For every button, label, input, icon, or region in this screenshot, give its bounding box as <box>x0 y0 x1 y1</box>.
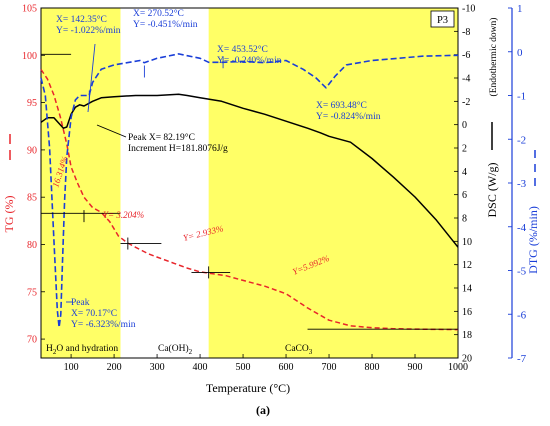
dsc-tick-label: -10 <box>462 4 475 15</box>
dsc-axis-note: (Endothermic down) <box>488 18 499 97</box>
dsc-tick-label: -6 <box>462 50 470 61</box>
annotation-dtg-142: X= 142.35°C Y= -1.022%/min <box>56 14 121 36</box>
dsc-tick-label: 6 <box>462 190 467 201</box>
region-band-1 <box>120 8 209 358</box>
dsc-tick-label: -8 <box>462 27 470 38</box>
region-label-caoh2: Ca(OH)2 <box>158 343 193 356</box>
x-tick-label: 800 <box>365 362 380 373</box>
dsc-tick-label: 4 <box>462 167 467 178</box>
x-tick-label: 200 <box>107 362 122 373</box>
dsc-tick-label: 10 <box>462 237 472 248</box>
x-axis-title: Temperature (°C) <box>206 381 290 395</box>
dsc-tick-label: 8 <box>462 214 467 225</box>
x-axis: 100 200 300 400 500 600 700 800 900 1000 <box>64 354 468 373</box>
dsc-tick-label: 18 <box>462 330 472 341</box>
step-markers <box>41 53 458 330</box>
dsc-axis: -10 -8 -6 -4 -2 0 2 4 6 8 10 12 14 16 18 20 <box>454 4 475 365</box>
dsc-tick-label: 2 <box>462 144 467 155</box>
dsc-axis-title: DSC (W/g) <box>485 163 499 218</box>
x-tick-label: 600 <box>279 362 294 373</box>
series-tg-line <box>40 69 459 331</box>
series-dsc-line <box>40 93 459 248</box>
figure-caption: (a) <box>256 403 270 417</box>
series-dtg-line <box>40 53 459 329</box>
annotation-dtg-693: X= 693.48°C Y= -0.824%/min <box>316 100 381 122</box>
tg-tick-label: 90 <box>27 145 37 156</box>
tg-tick-label: 85 <box>27 193 37 204</box>
dtg-tick-label: -6 <box>517 309 527 321</box>
tg-tick-label: 80 <box>27 240 37 251</box>
data-series <box>40 53 459 331</box>
region-band-2 <box>208 8 458 358</box>
x-tick-label: 300 <box>150 362 165 373</box>
leader-142 <box>87 43 96 113</box>
dtg-tick-label: -3 <box>517 178 527 190</box>
plot-frame <box>40 7 459 359</box>
tg-step-label-2: Y= 3.204% <box>103 210 144 220</box>
x-tick-label: 700 <box>322 362 337 373</box>
annotation-dsc-peak: Peak X= 82.19°C Increment H=181.8076J/g <box>128 132 228 154</box>
x-tick-label: 100 <box>64 362 79 373</box>
panel-label-box <box>430 10 455 28</box>
x-tick-label: 500 <box>236 362 251 373</box>
dtg-tick-label: -4 <box>517 222 527 234</box>
dsc-tick-label: 14 <box>462 284 472 295</box>
dtg-axis-title: DTG (%/min) <box>526 206 540 274</box>
x-tick-label: 900 <box>408 362 423 373</box>
dsc-tick-label: 16 <box>462 307 472 318</box>
region-label-h2o: H2O and hydration <box>46 344 118 356</box>
dtg-tick-label: -2 <box>517 134 526 146</box>
dtg-tick-label: 0 <box>517 47 523 59</box>
tg-tick-label: 105 <box>22 4 37 15</box>
dsc-tick-label: 12 <box>462 260 472 271</box>
panel-label: P3 <box>437 15 448 26</box>
region-bands <box>41 8 458 358</box>
dtg-tick-label: -1 <box>517 91 526 103</box>
tg-tick-label: 75 <box>27 287 37 298</box>
region-band-0 <box>41 8 121 358</box>
dsc-tick-label: 20 <box>462 354 472 365</box>
dtg-tick-label: -5 <box>517 266 527 278</box>
leader-dsc-peak <box>96 124 127 138</box>
dsc-tick-label: 0 <box>462 120 467 131</box>
region-label-caco3: CaCO3 <box>285 344 313 356</box>
annotation-dtg-270: X= 270.52°C Y= -0.451%/min <box>133 8 198 30</box>
x-tick-label: 1000 <box>448 362 468 373</box>
dsc-tick-label: -2 <box>462 97 470 108</box>
dtg-tick-label: 1 <box>517 3 523 15</box>
tg-tick-label: 70 <box>27 335 37 346</box>
dsc-tick-label: -4 <box>462 74 470 85</box>
tg-axis-title: TG (%) <box>2 196 16 233</box>
dtg-tick-label: -7 <box>517 353 527 365</box>
tg-axis: 70 75 80 85 90 95 100 105 <box>22 4 45 346</box>
annotation-dtg-peak: Peak X= 70.17°C Y= -6.323%/min <box>71 298 136 330</box>
x-tick-label: 400 <box>193 362 208 373</box>
tg-tick-label: 100 <box>22 51 37 62</box>
tg-tick-label: 95 <box>27 98 37 109</box>
dtg-axis: 1 0 -1 -2 -3 -4 -5 -6 -7 <box>508 3 527 365</box>
annotation-dtg-453: X= 453.52°C Y= -0.240%/min <box>217 44 282 66</box>
